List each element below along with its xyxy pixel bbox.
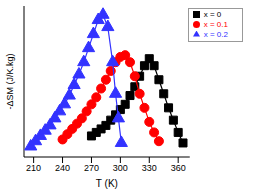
svg-text:300: 300	[113, 163, 128, 173]
svg-text:330: 330	[142, 163, 157, 173]
html-text:x = 0.1: x = 0.1	[203, 20, 228, 29]
svg-text:270: 270	[84, 163, 99, 173]
html-text:x = 0.2: x = 0.2	[203, 30, 228, 39]
svg-text:240: 240	[55, 163, 70, 173]
svg-text:360: 360	[171, 163, 186, 173]
svg-text:210: 210	[26, 163, 41, 173]
svg-text:T (K): T (K)	[96, 178, 118, 189]
svg-text:-ΔSM (J/K.kg): -ΔSM (J/K.kg)	[8, 53, 15, 109]
html-text:x = 0: x = 0	[203, 10, 222, 19]
